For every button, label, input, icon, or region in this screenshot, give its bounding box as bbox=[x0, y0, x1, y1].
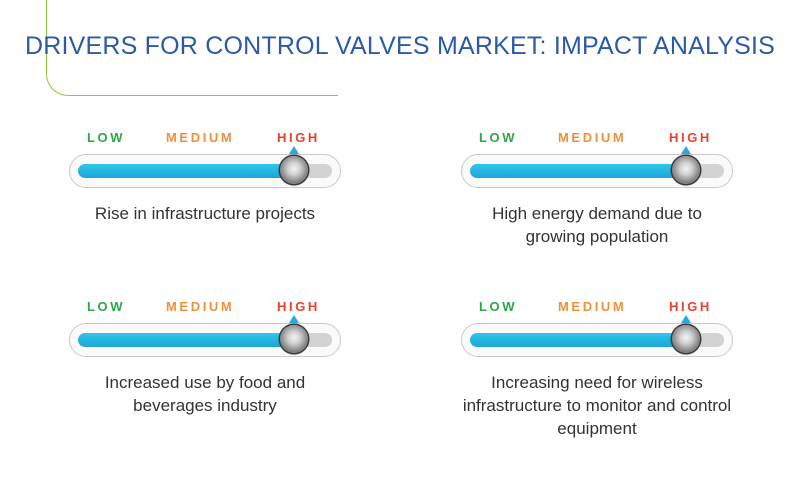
gauge-knob-icon bbox=[671, 325, 700, 353]
scale-label-medium: MEDIUM bbox=[166, 130, 235, 145]
impact-gauge bbox=[461, 315, 733, 357]
scale-label-medium: MEDIUM bbox=[558, 299, 627, 314]
scale-label-high: HIGH bbox=[669, 299, 712, 314]
page-title: DRIVERS FOR CONTROL VALVES MARKET: IMPAC… bbox=[25, 32, 775, 60]
gauge-track bbox=[78, 333, 332, 347]
impact-scale-labels: LOW MEDIUM HIGH bbox=[461, 299, 733, 317]
driver-caption: Rise in infrastructure projects bbox=[94, 204, 316, 223]
impact-gauge bbox=[69, 315, 341, 357]
scale-label-low: LOW bbox=[87, 130, 126, 145]
driver-card: LOW MEDIUM HIGH High energy demand due t… bbox=[461, 130, 733, 248]
gauge-track bbox=[470, 333, 724, 347]
pointer-triangle-icon bbox=[288, 146, 299, 154]
impact-gauge bbox=[461, 146, 733, 188]
gauge-knob-icon bbox=[671, 156, 700, 184]
scale-label-high: HIGH bbox=[669, 130, 712, 145]
scale-label-medium: MEDIUM bbox=[558, 130, 627, 145]
gauge-track bbox=[470, 164, 724, 178]
scale-label-high: HIGH bbox=[277, 299, 320, 314]
gauge-fill-bar bbox=[78, 333, 294, 347]
driver-caption: High energy demand due to growing popula… bbox=[492, 204, 702, 246]
impact-gauge bbox=[69, 146, 341, 188]
scale-label-medium: MEDIUM bbox=[166, 299, 235, 314]
gauge-knob-icon bbox=[279, 156, 308, 184]
driver-card: LOW MEDIUM HIGH Rise in infrastructure p… bbox=[69, 130, 341, 225]
impact-scale-labels: LOW MEDIUM HIGH bbox=[69, 130, 341, 148]
scale-label-low: LOW bbox=[87, 299, 126, 314]
impact-scale-labels: LOW MEDIUM HIGH bbox=[461, 130, 733, 148]
decorative-corner-line bbox=[46, 0, 338, 96]
driver-caption: Increased use by food and beverages indu… bbox=[104, 373, 306, 415]
scale-label-low: LOW bbox=[479, 299, 518, 314]
gauge-fill-bar bbox=[470, 333, 686, 347]
gauge-fill-bar bbox=[78, 164, 294, 178]
pointer-triangle-icon bbox=[288, 315, 299, 323]
pointer-triangle-icon bbox=[680, 146, 691, 154]
driver-card: LOW MEDIUM HIGH Increasing need for wire… bbox=[461, 299, 733, 440]
driver-card: LOW MEDIUM HIGH Increased use by food an… bbox=[69, 299, 341, 417]
scale-label-high: HIGH bbox=[277, 130, 320, 145]
impact-scale-labels: LOW MEDIUM HIGH bbox=[69, 299, 341, 317]
gauge-fill-bar bbox=[470, 164, 686, 178]
gauge-knob-icon bbox=[279, 325, 308, 353]
scale-label-low: LOW bbox=[479, 130, 518, 145]
driver-caption: Increasing need for wireless infrastruct… bbox=[462, 373, 732, 438]
gauge-track bbox=[78, 164, 332, 178]
pointer-triangle-icon bbox=[680, 315, 691, 323]
